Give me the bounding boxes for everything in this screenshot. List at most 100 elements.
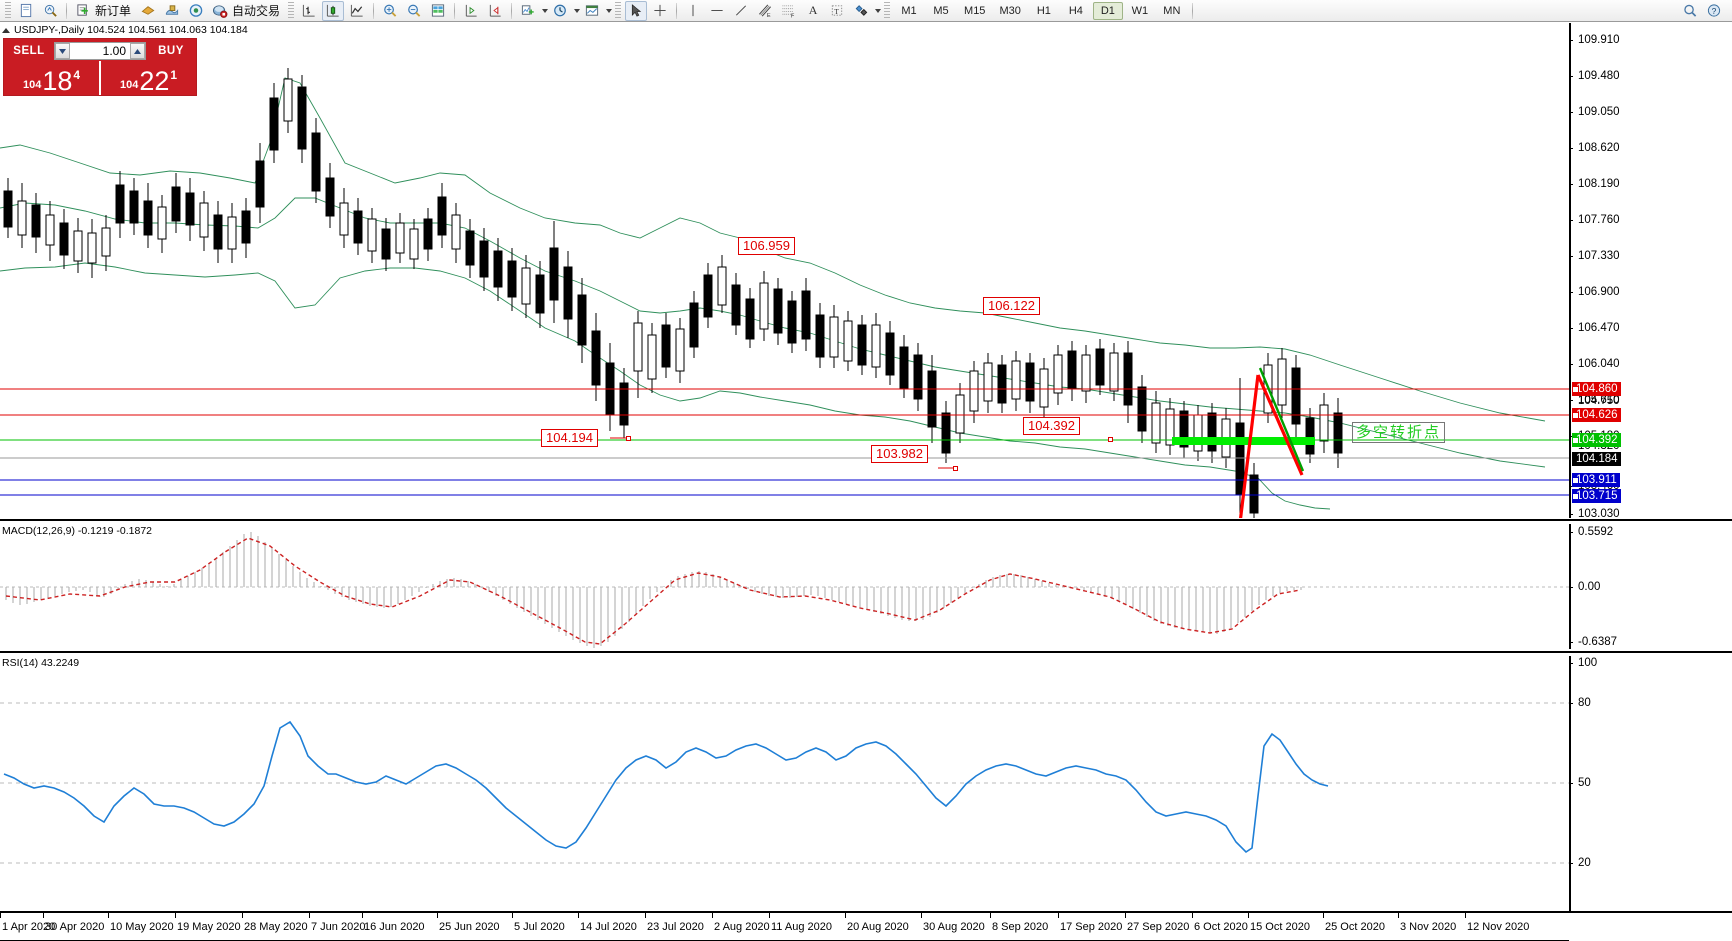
new-order-label[interactable]: 新订单	[95, 4, 132, 18]
zoom-in-icon[interactable]	[379, 1, 401, 21]
autotrading-label[interactable]: 自动交易	[232, 4, 281, 18]
buy-price-fraction: 1	[170, 68, 178, 82]
volume-input[interactable]: 1.00	[102, 44, 126, 58]
chevron-down-icon[interactable]	[542, 8, 549, 13]
pane-separator-1	[0, 519, 1732, 521]
toolbar-grip-2[interactable]	[288, 2, 295, 19]
trendline-icon[interactable]	[730, 1, 752, 21]
text-label-icon[interactable]: T	[826, 1, 848, 21]
vertical-line-icon[interactable]	[682, 1, 704, 21]
rsi-indicator-pane[interactable]: RSI(14) 43.2249 100 80 50 20	[0, 656, 1732, 911]
shapes-icon[interactable]	[850, 1, 872, 21]
price-annotation-103982[interactable]: 103.982	[871, 445, 928, 463]
search-icon[interactable]	[1679, 1, 1701, 21]
date-axis[interactable]: 1 Apr 2020 30 Apr 2020 10 May 2020 19 Ma…	[0, 911, 1732, 941]
volume-increase-button[interactable]	[130, 43, 145, 59]
price-chart-pane[interactable]: 109.910 109.480 109.050 108.620 108.190 …	[0, 23, 1732, 520]
new-chart-icon[interactable]	[15, 1, 37, 21]
sell-button[interactable]: 104 18 4	[4, 61, 99, 95]
timeframe-m15[interactable]: M15	[964, 4, 986, 17]
timeframe-h1[interactable]: H1	[1036, 4, 1051, 17]
level-handle-5[interactable]	[1572, 493, 1579, 500]
one-click-trading-panel[interactable]: SELL 1.00 BUY 104 18 4 104 22 1	[3, 38, 197, 96]
price-level-tag-support-1[interactable]: 104.392	[1572, 433, 1621, 447]
annotation-anchor-103982[interactable]	[953, 466, 958, 471]
toolbar-divider-4	[511, 2, 513, 19]
level-handle-1[interactable]	[1572, 386, 1579, 393]
toolbar-divider-2	[373, 2, 375, 19]
timeframe-m30[interactable]: M30	[999, 4, 1021, 17]
price-scale-label: 106.470	[1578, 322, 1620, 334]
timeframe-m5[interactable]: M5	[933, 4, 949, 17]
price-scale-label: 104.750	[1578, 395, 1620, 407]
indicators-icon[interactable]	[517, 1, 539, 21]
equidistant-channel-icon[interactable]: E	[754, 1, 776, 21]
price-level-tag-resistance-2[interactable]: 104.626	[1572, 408, 1621, 422]
navigator-icon[interactable]	[185, 1, 207, 21]
help-icon[interactable]: ?	[1703, 1, 1725, 21]
price-annotation-106122[interactable]: 106.122	[983, 297, 1040, 315]
horizontal-line-icon[interactable]	[706, 1, 728, 21]
price-scale-label: 103.030	[1578, 508, 1620, 520]
timeframe-w1[interactable]: W1	[1131, 4, 1149, 17]
level-handle-2[interactable]	[1572, 412, 1579, 419]
date-axis-label: 30 Apr 2020	[45, 921, 105, 933]
date-axis-label: 20 Aug 2020	[847, 921, 909, 933]
timeframe-m1[interactable]: M1	[901, 4, 917, 17]
buy-price-prefix: 104	[119, 79, 139, 91]
toolbar-grip-3[interactable]	[615, 2, 622, 19]
bar-chart-icon[interactable]	[298, 1, 320, 21]
price-annotation-104392[interactable]: 104.392	[1023, 417, 1080, 435]
price-level-tag-resistance-1[interactable]: 104.860	[1572, 382, 1621, 396]
annotation-anchor-104194[interactable]	[626, 436, 631, 441]
chevron-down-icon-2[interactable]	[574, 8, 581, 13]
fibonacci-icon[interactable]: F	[778, 1, 800, 21]
profiles-icon[interactable]	[39, 1, 61, 21]
timeframe-h4[interactable]: H4	[1068, 4, 1083, 17]
annotation-anchor-104392[interactable]	[1108, 437, 1113, 442]
expert-advisor-icon[interactable]	[137, 1, 159, 21]
impulse-up-trendline	[1238, 374, 1260, 518]
date-axis-label: 6 Oct 2020	[1194, 921, 1248, 933]
metaeditor-icon[interactable]	[161, 1, 183, 21]
timeframe-d1[interactable]: D1	[1092, 1, 1123, 20]
level-handle-3[interactable]	[1572, 437, 1579, 444]
timeframe-mn[interactable]: MN	[1163, 4, 1181, 17]
autotrading-icon[interactable]	[209, 1, 231, 21]
volume-decrease-button[interactable]	[55, 43, 70, 59]
buy-button[interactable]: 104 22 1	[99, 61, 196, 95]
chart-shift-icon[interactable]	[484, 1, 506, 21]
crosshair-icon[interactable]	[649, 1, 671, 21]
price-level-tag-support-3[interactable]: 103.715	[1572, 489, 1621, 503]
periods-icon[interactable]	[549, 1, 571, 21]
date-axis-label: 30 Aug 2020	[923, 921, 985, 933]
rsi-line	[3, 720, 1329, 854]
price-scale-label: 108.620	[1578, 142, 1620, 154]
auto-scroll-icon[interactable]	[460, 1, 482, 21]
trade-panel-controls: SELL 1.00 BUY	[4, 39, 196, 61]
toolbar-grip[interactable]	[5, 2, 11, 19]
macd-indicator-pane[interactable]: MACD(12,26,9) -0.1219 -0.1872	[0, 524, 1732, 649]
templates-icon[interactable]	[581, 1, 603, 21]
price-scale-label: 109.480	[1578, 70, 1620, 82]
price-level-tag-support-2[interactable]: 103.911	[1572, 473, 1620, 487]
new-order-icon[interactable]	[72, 1, 94, 21]
chevron-down-icon-4[interactable]	[875, 8, 882, 13]
level-handle-4[interactable]	[1572, 477, 1579, 484]
price-annotation-106959[interactable]: 106.959	[738, 237, 795, 255]
trade-panel-prices: 104 18 4 104 22 1	[4, 61, 196, 95]
macd-signal-line	[5, 537, 1301, 645]
cursor-icon[interactable]	[625, 0, 648, 21]
chinese-text-annotation[interactable]: 多空转折点	[1352, 422, 1446, 443]
date-axis-label: 27 Sep 2020	[1127, 921, 1190, 933]
line-chart-icon[interactable]	[346, 1, 368, 21]
moving-average-line	[0, 197, 1546, 468]
zoom-out-icon[interactable]	[403, 1, 425, 21]
data-window-icon[interactable]	[427, 1, 449, 21]
volume-stepper[interactable]: 1.00	[54, 42, 146, 60]
candlestick-chart-icon[interactable]	[322, 0, 345, 21]
text-icon[interactable]: A	[808, 3, 818, 17]
price-annotation-104194[interactable]: 104.194	[541, 429, 598, 447]
chevron-down-icon-3[interactable]	[606, 8, 613, 13]
toolbar-grip-4[interactable]	[884, 2, 891, 19]
